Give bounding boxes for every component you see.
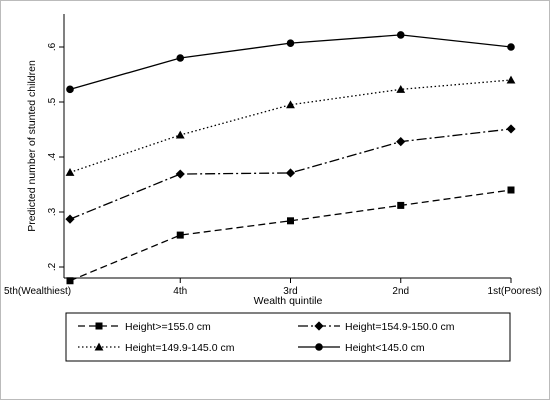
data-point bbox=[396, 137, 406, 147]
data-point bbox=[286, 100, 295, 109]
x-tick-label: 4th bbox=[173, 286, 187, 297]
data-point bbox=[176, 231, 184, 239]
legend-item: Height>=155.0 cm bbox=[78, 321, 211, 333]
legend-items: Height>=155.0 cm Height=154.9-150.0 cm Hei… bbox=[78, 321, 455, 354]
x-tick-label: 5th(Wealthiest) bbox=[4, 286, 71, 297]
data-point bbox=[65, 168, 75, 176]
series-2 bbox=[65, 124, 516, 224]
legend-item: Height<145.0 cm bbox=[298, 342, 425, 354]
series-line bbox=[69, 189, 512, 282]
y-tick-label: .3 bbox=[47, 207, 58, 216]
series-3 bbox=[65, 75, 516, 176]
data-point bbox=[396, 31, 405, 39]
data-point bbox=[175, 169, 185, 179]
y-tick-label: .6 bbox=[47, 42, 58, 51]
data-point bbox=[396, 84, 406, 93]
series-layer bbox=[65, 31, 516, 285]
legend-label: Height<145.0 cm bbox=[345, 342, 425, 354]
data-point bbox=[66, 277, 74, 285]
y-tick-label: .4 bbox=[47, 152, 58, 161]
data-point bbox=[285, 168, 296, 178]
data-point bbox=[506, 124, 516, 134]
data-point bbox=[506, 75, 516, 84]
data-point bbox=[286, 39, 295, 47]
plot-area: .2 .3 .4 .5 .6 5th(Wealthiest) 4th 3rd 2nd 1st(P… bbox=[4, 14, 542, 297]
data-point bbox=[65, 214, 75, 224]
legend: Height>=155.0 cm Height=154.9-150.0 cm Hei… bbox=[65, 312, 511, 362]
y-tick-label: .5 bbox=[47, 97, 58, 106]
data-point bbox=[66, 85, 74, 94]
x-tick-label: 3rd bbox=[283, 286, 297, 297]
x-tick-label: 2nd bbox=[392, 286, 409, 297]
y-ticks: .2 .3 .4 .5 .6 bbox=[47, 42, 64, 271]
data-point bbox=[175, 130, 185, 139]
series-4 bbox=[66, 31, 515, 94]
x-tick-label: 1st(Poorest) bbox=[488, 286, 542, 297]
data-point bbox=[507, 186, 515, 194]
legend-label: Height=154.9-150.0 cm bbox=[345, 321, 455, 333]
legend-item: Height=149.9-145.0 cm bbox=[78, 342, 235, 354]
legend-box bbox=[65, 312, 511, 362]
data-point bbox=[507, 43, 515, 51]
x-axis-title: Wealth quintile bbox=[254, 295, 323, 307]
legend-item: Height=154.9-150.0 cm bbox=[298, 321, 455, 333]
y-tick-label: .2 bbox=[47, 262, 58, 271]
legend-marker bbox=[314, 321, 324, 331]
y-axis-title: Predicted number of stunted children bbox=[26, 60, 38, 232]
legend-marker bbox=[94, 342, 104, 351]
data-point bbox=[397, 201, 405, 209]
data-point bbox=[176, 54, 185, 62]
legend-marker bbox=[315, 343, 323, 351]
legend-label: Height=149.9-145.0 cm bbox=[125, 342, 235, 354]
data-point bbox=[287, 217, 294, 225]
legend-label: Height>=155.0 cm bbox=[125, 321, 211, 333]
legend-marker bbox=[95, 322, 103, 330]
series-1 bbox=[66, 186, 515, 285]
